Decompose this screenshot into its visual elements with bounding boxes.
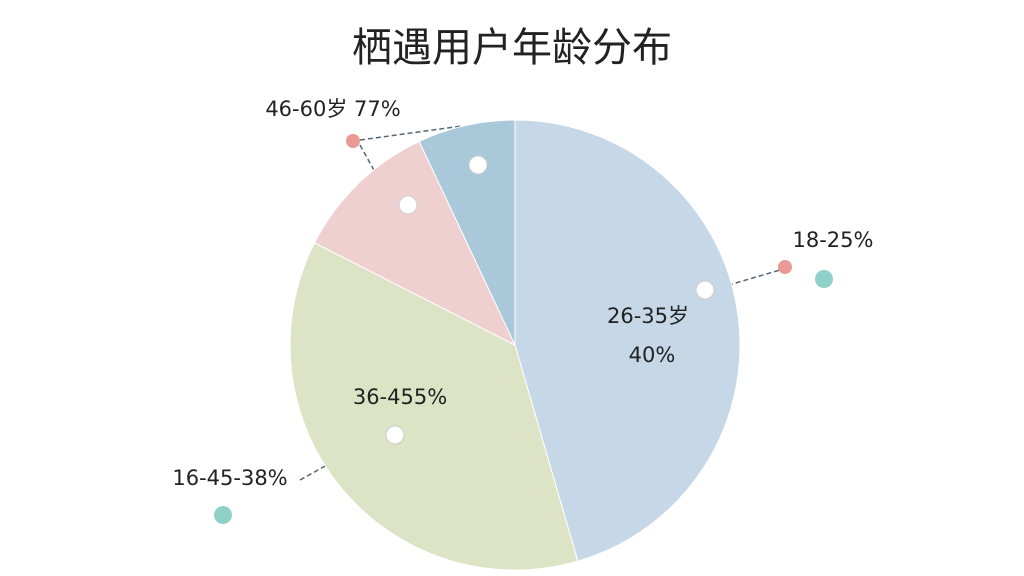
pie-slice: [514, 119, 741, 562]
leader-line: [359, 144, 376, 173]
decor-dot: [214, 506, 232, 524]
chart-title: 栖遇用户年龄分布: [352, 25, 672, 71]
decor-blob: [695, 280, 715, 300]
annotation: 36-455%: [353, 385, 447, 409]
annotation: 26-35岁: [607, 304, 689, 328]
decor-blob: [398, 195, 418, 215]
pie-slice: [313, 140, 517, 347]
leader-line: [704, 269, 781, 293]
annotation: 18-25%: [793, 228, 874, 252]
annotation: 40%: [629, 343, 676, 367]
pie-slice: [289, 242, 579, 571]
decor-dot: [346, 134, 360, 148]
decor-dot: [778, 260, 792, 274]
pie-slice: [418, 119, 516, 346]
decor-blob: [468, 155, 488, 175]
annotation: 46-60岁 77%: [265, 97, 400, 121]
decor-dot: [815, 270, 833, 288]
decor-blob: [385, 425, 405, 445]
annotation: 16-45-38%: [172, 466, 287, 490]
